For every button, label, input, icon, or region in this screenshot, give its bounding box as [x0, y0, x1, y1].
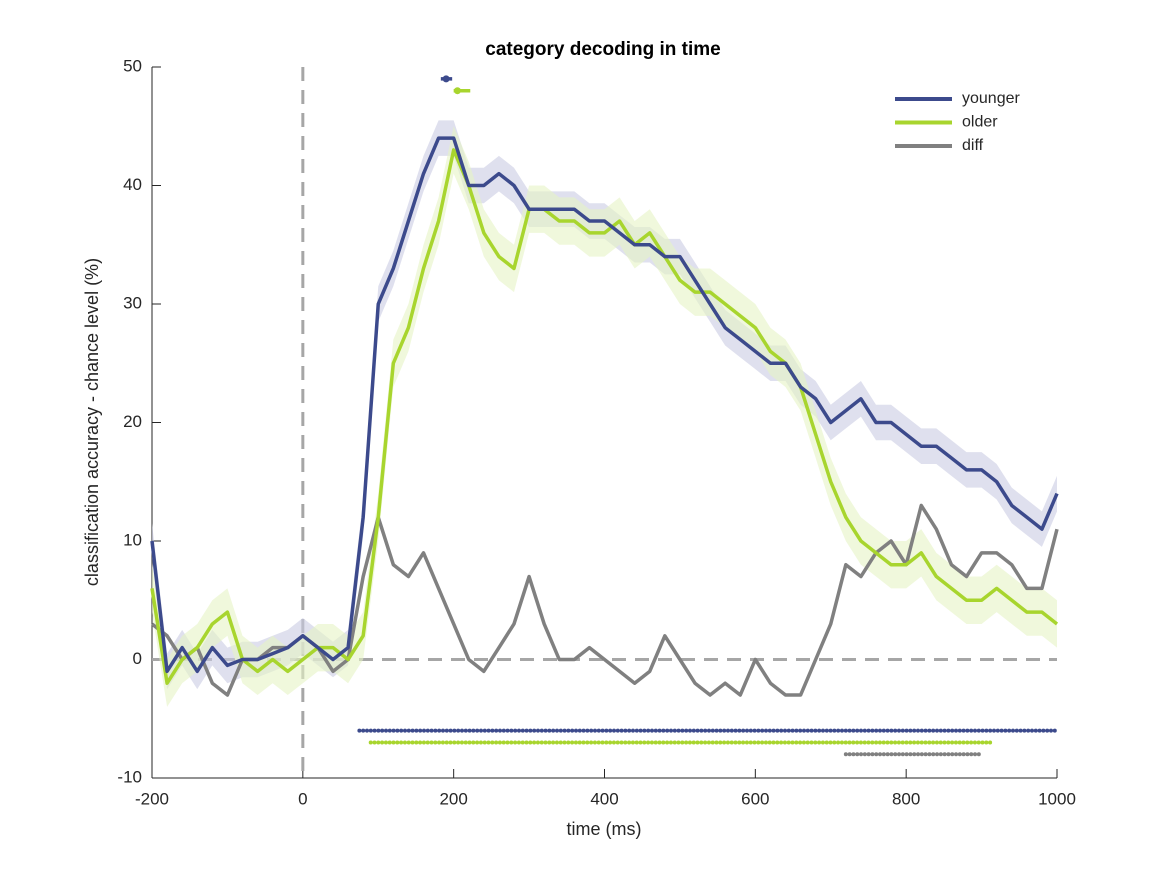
x-tick-label: 1000 [1038, 789, 1076, 808]
error-band [152, 120, 1057, 690]
series-line [150, 148, 1059, 685]
x-tick-label: 200 [439, 789, 467, 808]
y-tick-label: -10 [117, 767, 142, 786]
y-tick-label: 10 [123, 530, 142, 549]
x-axis-label: time (ms) [567, 819, 642, 839]
y-tick-label: 30 [123, 293, 142, 312]
peak-marker [453, 87, 461, 95]
y-axis-label: classification accuracy - chance level (… [82, 258, 102, 586]
y-tick-label: 40 [123, 175, 142, 194]
x-tick-label: 600 [741, 789, 769, 808]
x-tick-label: 400 [590, 789, 618, 808]
legend-label: older [962, 114, 998, 131]
chart-title: category decoding in time [485, 39, 720, 60]
x-tick-label: -200 [135, 789, 169, 808]
error-band [152, 126, 1057, 707]
peak-marker [442, 75, 450, 83]
series-line [150, 136, 1059, 674]
y-tick-label: 20 [123, 412, 142, 431]
x-tick-label: 800 [892, 789, 920, 808]
legend-label: diff [962, 137, 984, 154]
x-tick-label: 0 [298, 789, 307, 808]
y-tick-label: 50 [123, 56, 142, 75]
legend-label: younger [962, 90, 1020, 107]
y-tick-label: 0 [133, 649, 142, 668]
